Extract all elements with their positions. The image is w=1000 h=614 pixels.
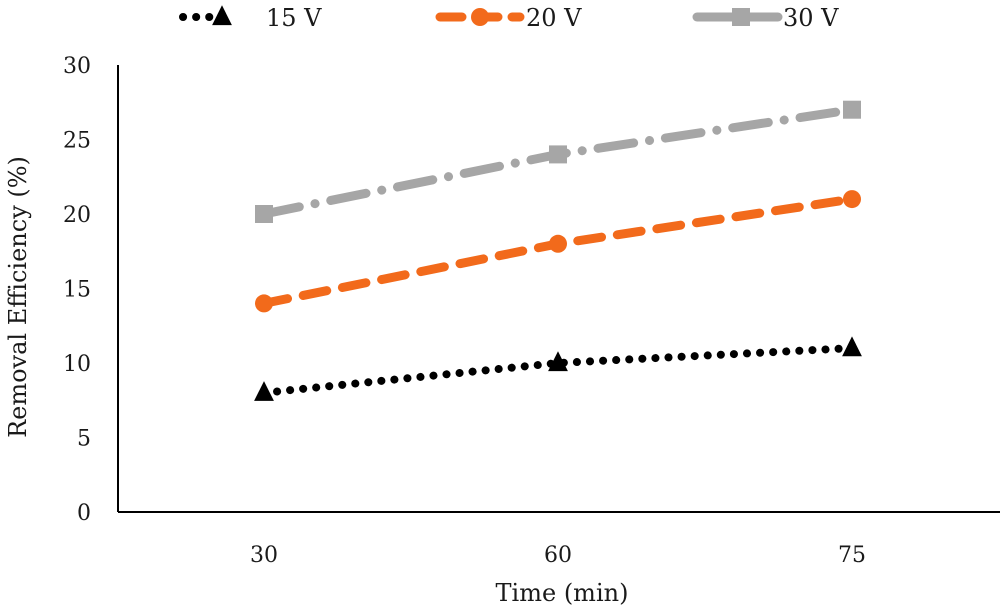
y-tick-label: 15: [63, 278, 91, 303]
x-tick-label: 30: [250, 543, 278, 568]
y-tick-label: 20: [63, 203, 91, 228]
legend-item: 30 V: [692, 4, 839, 32]
legend-item: 20 V: [435, 4, 582, 32]
series-layer: [254, 100, 862, 401]
axes: 0 5 10 15 20 25 30 30 60 75: [63, 54, 1000, 568]
legend-label: 30 V: [783, 4, 839, 32]
x-tick-label: 60: [544, 543, 572, 568]
legend-marker: [471, 8, 489, 26]
legend-marker: [212, 5, 232, 26]
legend-marker: [732, 8, 750, 26]
series-0: [254, 336, 862, 401]
y-tick-label: 10: [63, 352, 91, 377]
y-tick-label: 5: [77, 427, 91, 452]
data-point: [549, 145, 567, 164]
y-tick-label: 30: [63, 54, 91, 79]
legend-label: 15 V: [266, 4, 322, 32]
x-axis-title: Time (min): [496, 579, 629, 607]
data-point: [255, 205, 273, 223]
series-2: [255, 100, 861, 223]
data-point: [549, 234, 567, 253]
x-tick-label: 75: [838, 543, 866, 568]
data-point: [843, 190, 861, 209]
legend-item: 15 V: [179, 4, 322, 32]
y-axis-title: Removal Efficiency (%): [4, 156, 32, 438]
data-point: [548, 351, 568, 372]
series-1: [255, 190, 861, 313]
legend: 15 V 20 V 30 V: [179, 4, 839, 32]
data-point: [254, 381, 274, 401]
y-tick-label: 0: [77, 501, 91, 526]
data-point: [255, 294, 273, 313]
data-point: [842, 336, 862, 357]
data-point: [843, 100, 861, 119]
legend-label: 20 V: [526, 4, 582, 32]
y-tick-label: 25: [63, 129, 91, 154]
